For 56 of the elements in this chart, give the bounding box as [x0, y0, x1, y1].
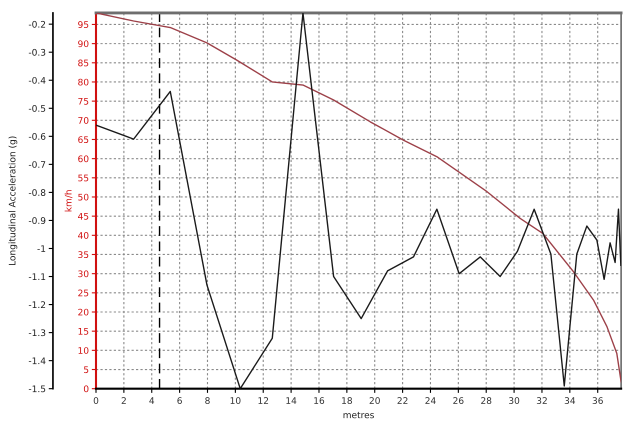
x-tick-label: 10	[230, 397, 241, 404]
y-tick-label: -0.9	[28, 217, 46, 224]
x-tick-label: 8	[205, 397, 210, 404]
x-tick-label: 28	[481, 397, 492, 404]
x-tick-label: 30	[509, 397, 520, 404]
y-tick-label: -1.4	[28, 357, 46, 364]
y2-tick-label: 35	[78, 251, 88, 258]
y2-tick-label: 50	[78, 194, 88, 201]
x-tick-label: 26	[453, 397, 464, 404]
y2-tick-label: 10	[78, 347, 88, 354]
x-tick-label: 4	[149, 397, 154, 404]
y2-tick-label: 0	[84, 385, 88, 392]
y2-tick-label: 90	[78, 40, 88, 48]
x-tick-label: 2	[122, 397, 126, 404]
y-tick-label: -1.3	[28, 329, 46, 336]
y-tick-label: -0.3	[28, 48, 46, 56]
y-tick-label: -1.1	[28, 273, 46, 280]
y2-tick-label: 65	[78, 136, 88, 144]
y2-tick-label: 45	[78, 213, 88, 220]
y2-tick-label: 80	[78, 78, 88, 86]
x-axis-title: metres	[344, 412, 374, 418]
x-tick-label: 12	[258, 397, 268, 404]
x-tick-label: 6	[177, 397, 182, 404]
y2-tick-label: 85	[78, 60, 88, 66]
y-tick-label: -0.7	[28, 161, 46, 168]
x-tick-label: 20	[370, 397, 380, 404]
y-tick-label: -1.2	[28, 301, 46, 308]
x-tick-label: 36	[592, 397, 603, 404]
y-tick-label: -0.6	[28, 133, 46, 140]
y2-tick-label: 40	[78, 232, 88, 239]
x-tick-label: 34	[564, 397, 576, 404]
x-tick-label: 22	[398, 397, 408, 404]
y-tick-label: -0.5	[28, 105, 46, 112]
x-tick-label: 16	[314, 397, 324, 404]
y-tick-label: -0.8	[28, 189, 46, 196]
y-tick-label: -0.4	[28, 76, 46, 84]
y2-tick-label: 95	[78, 21, 88, 28]
y-tick-label: -1	[37, 245, 46, 252]
y2-tick-label: 60	[78, 155, 88, 162]
x-tick-label: 18	[342, 397, 352, 404]
y2-tick-label: 30	[78, 270, 88, 278]
y2-tick-label: 75	[78, 98, 88, 105]
y2-tick-label: 25	[78, 290, 88, 296]
y2-tick-label: 20	[78, 308, 88, 316]
x-tick-label: 32	[536, 397, 547, 404]
y2-tick-label: 15	[78, 328, 88, 335]
y2-tick-label: 5	[84, 366, 88, 374]
y-axis-title: Longitudinal Acceleration (g)	[8, 136, 18, 266]
x-tick-label: 24	[425, 397, 436, 404]
x-tick-label: 0	[94, 397, 98, 404]
y2-tick-label: 70	[78, 117, 88, 124]
y-tick-label: -1.5	[28, 386, 46, 392]
y2-axis-title: km/h	[64, 190, 72, 212]
y-tick-label: -0.2	[28, 20, 46, 28]
y2-tick-label: 55	[78, 174, 88, 182]
x-tick-label: 14	[286, 397, 296, 404]
